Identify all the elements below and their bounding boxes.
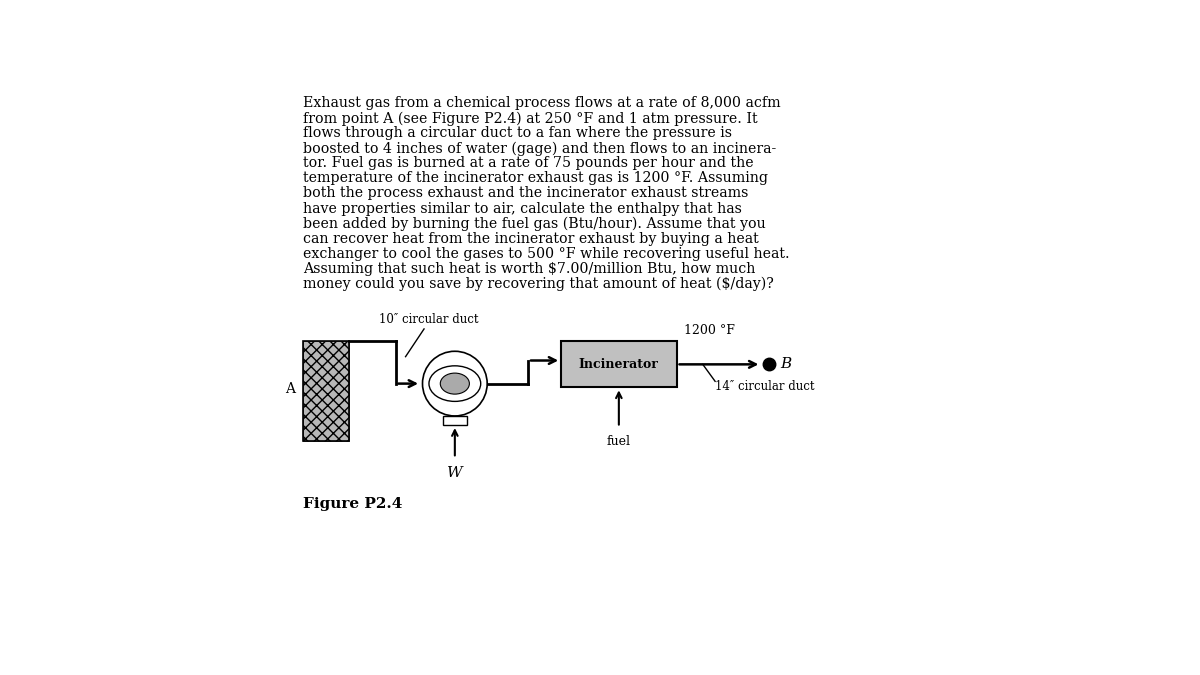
Circle shape [422, 351, 487, 416]
Text: Incinerator: Incinerator [578, 358, 659, 371]
Text: money could you save by recovering that amount of heat ($/day)?: money could you save by recovering that … [304, 277, 774, 291]
Text: Figure P2.4: Figure P2.4 [304, 497, 402, 511]
Text: have properties similar to air, calculate the enthalpy that has: have properties similar to air, calculat… [304, 202, 742, 215]
Bar [562, 342, 677, 387]
Text: from point A (see Figure P2.4) at 250 °F and 1 atm pressure. It: from point A (see Figure P2.4) at 250 °F… [304, 111, 757, 126]
Text: can recover heat from the incinerator exhaust by buying a heat: can recover heat from the incinerator ex… [304, 232, 758, 246]
Text: fuel: fuel [607, 435, 631, 448]
Text: exchanger to cool the gases to 500 °F while recovering useful heat.: exchanger to cool the gases to 500 °F wh… [304, 246, 790, 261]
Text: B: B [780, 357, 791, 371]
Text: 14″ circular duct: 14″ circular duct [715, 380, 815, 393]
Text: flows through a circular duct to a fan where the pressure is: flows through a circular duct to a fan w… [304, 126, 732, 140]
Text: boosted to 4 inches of water (gage) and then flows to an incinera-: boosted to 4 inches of water (gage) and … [304, 142, 776, 156]
Text: been added by burning the fuel gas (Btu/hour). Assume that you: been added by burning the fuel gas (Btu/… [304, 217, 766, 231]
Text: Exhaust gas from a chemical process flows at a rate of 8,000 acfm: Exhaust gas from a chemical process flow… [304, 97, 781, 111]
Text: tor. Fuel gas is burned at a rate of 75 pounds per hour and the: tor. Fuel gas is burned at a rate of 75 … [304, 157, 754, 171]
Text: temperature of the incinerator exhaust gas is 1200 °F. Assuming: temperature of the incinerator exhaust g… [304, 171, 768, 186]
Text: W: W [448, 466, 463, 480]
Bar [304, 342, 349, 441]
Text: A: A [286, 382, 295, 396]
Bar [304, 342, 349, 441]
Text: 10″ circular duct: 10″ circular duct [379, 313, 479, 326]
Text: Assuming that such heat is worth $7.00/million Btu, how much: Assuming that such heat is worth $7.00/m… [304, 262, 756, 275]
Ellipse shape [440, 373, 469, 394]
Text: 1200 °F: 1200 °F [684, 325, 736, 338]
Text: both the process exhaust and the incinerator exhaust streams: both the process exhaust and the inciner… [304, 186, 749, 200]
Ellipse shape [428, 366, 481, 402]
Bar [443, 416, 467, 425]
